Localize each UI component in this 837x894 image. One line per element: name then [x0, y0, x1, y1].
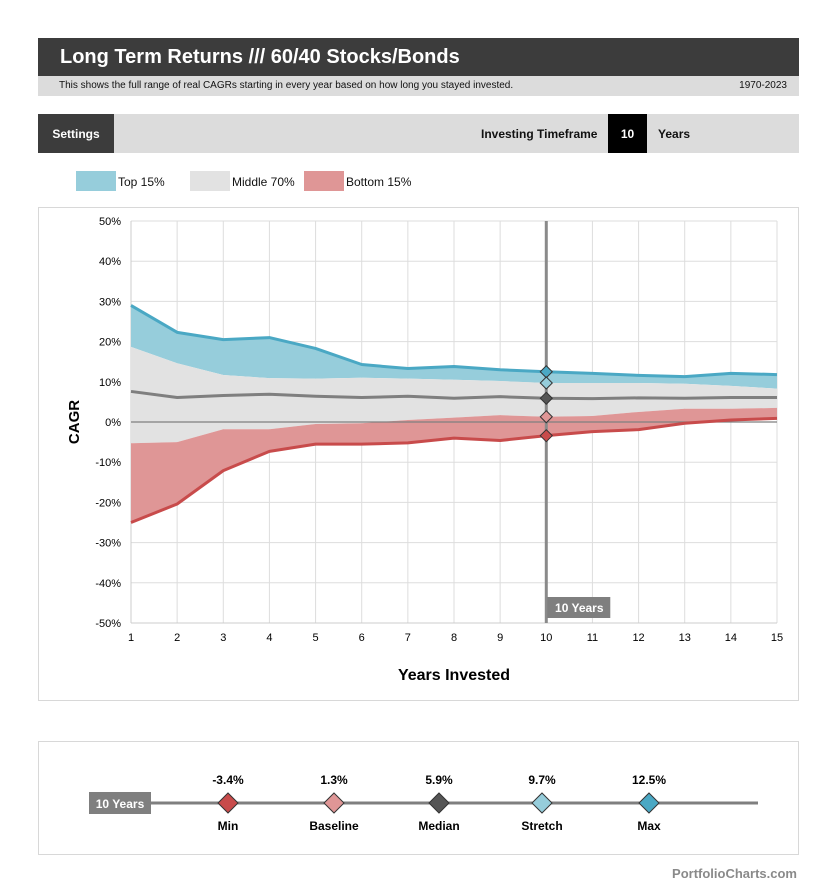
y-tick-label: 10%: [99, 377, 121, 389]
chart-lines: [130, 304, 778, 524]
date-range: 1970-2023: [739, 80, 787, 91]
x-tick-label: 13: [679, 632, 691, 644]
y-tick-label: -50%: [95, 618, 121, 630]
timeframe-marker-label-bg: [547, 597, 611, 618]
summary-strip: 10 Years -3.4% Min 1.3% Baseline 5.9% Median 9.…: [89, 773, 758, 833]
summary-marker-stretch: [531, 792, 553, 814]
series-line-max: [130, 304, 778, 379]
y-tick-label: 20%: [99, 337, 121, 349]
summary-marker-min: [217, 792, 239, 814]
legend-swatch-bottom: [304, 171, 344, 191]
summary-name-baseline: Baseline: [309, 819, 359, 833]
brand-footer: PortfolioCharts.com: [672, 866, 797, 881]
settings-button[interactable]: Settings: [38, 114, 114, 153]
summary-marker-baseline: [323, 792, 345, 814]
marker-point-stretch: [539, 376, 553, 390]
settings-bar: Settings Investing Timeframe 10 Years: [38, 114, 799, 153]
series-line-median: [130, 389, 777, 401]
legend-label-bottom: Bottom 15%: [346, 175, 412, 189]
summary-timeframe-badge: [89, 792, 151, 814]
y-tick-label: 40%: [99, 256, 121, 268]
cagr-chart: 10 Years -50% -40% -30% -20% -10% 0% 10% 20% 30%…: [66, 216, 783, 684]
x-tick-label: 12: [632, 632, 644, 644]
x-tick-label: 5: [313, 632, 319, 644]
timeframe-label: Investing Timeframe: [481, 127, 598, 141]
marker-point-min: [539, 428, 553, 443]
timeframe-unit: Years: [658, 127, 691, 141]
x-tick-label: 6: [359, 632, 365, 644]
y-axis-label: CAGR: [66, 400, 83, 444]
summary-value-median: 5.9%: [425, 773, 453, 787]
summary-value-stretch: 9.7%: [528, 773, 556, 787]
legend-label-middle: Middle 70%: [232, 175, 295, 189]
x-tick-label: 11: [587, 632, 598, 644]
subtitle-bar: This shows the full range of real CAGRs …: [38, 76, 799, 96]
y-tick-label: -20%: [95, 497, 121, 509]
x-tick-label: 4: [266, 632, 272, 644]
summary-marker-median: [428, 792, 450, 814]
page-title: Long Term Returns /// 60/40 Stocks/Bonds: [60, 46, 460, 68]
summary-value-min: -3.4%: [212, 773, 244, 787]
x-tick-label: 7: [405, 632, 411, 644]
chart-areas: [131, 305, 777, 523]
title-bar: Long Term Returns /// 60/40 Stocks/Bonds: [38, 38, 799, 76]
x-tick-label: 15: [771, 632, 783, 644]
y-tick-label: 0%: [105, 417, 121, 429]
x-tick-label: 10: [540, 632, 552, 644]
x-axis-label: Years Invested: [398, 667, 510, 684]
summary-value-baseline: 1.3%: [320, 773, 348, 787]
y-tick-label: -40%: [95, 578, 121, 590]
area-middle-70: [131, 346, 777, 444]
x-tick-labels: 1 2 3 4 5 6 7 8 9 10 11 12 13 14 15: [128, 632, 783, 644]
chart-description: This shows the full range of real CAGRs …: [59, 80, 514, 91]
legend-label-top: Top 15%: [118, 175, 165, 189]
y-tick-label: -30%: [95, 538, 121, 550]
legend-swatch-top: [76, 171, 116, 191]
legend-swatch-middle: [190, 171, 230, 191]
y-tick-label: 30%: [99, 296, 121, 308]
area-top-15: [131, 305, 777, 389]
summary-marker-max: [638, 792, 660, 814]
x-tick-label: 14: [725, 632, 737, 644]
summary-panel: [38, 741, 799, 855]
summary-name-stretch: Stretch: [521, 819, 562, 833]
marker-point-baseline: [539, 410, 553, 424]
summary-name-max: Max: [637, 819, 661, 833]
area-bottom-15: [131, 407, 777, 523]
x-tick-label: 3: [220, 632, 226, 644]
summary-value-max: 12.5%: [632, 773, 666, 787]
y-tick-label: -10%: [95, 457, 121, 469]
chart-panel: [38, 207, 799, 701]
summary-name-min: Min: [218, 819, 239, 833]
series-line-min: [130, 416, 778, 524]
x-tick-label: 9: [497, 632, 503, 644]
x-tick-label: 2: [174, 632, 180, 644]
y-tick-labels: -50% -40% -30% -20% -10% 0% 10% 20% 30% 40% 50%: [95, 216, 121, 630]
x-tick-label: 1: [128, 632, 134, 644]
timeframe-marker: 10 Years: [539, 221, 611, 623]
timeframe-marker-label: 10 Years: [555, 601, 604, 615]
marker-point-median: [539, 391, 553, 405]
x-tick-label: 8: [451, 632, 457, 644]
summary-name-median: Median: [418, 819, 459, 833]
timeframe-input[interactable]: 10: [608, 114, 647, 153]
y-tick-label: 50%: [99, 216, 121, 228]
summary-timeframe-label: 10 Years: [96, 797, 145, 811]
